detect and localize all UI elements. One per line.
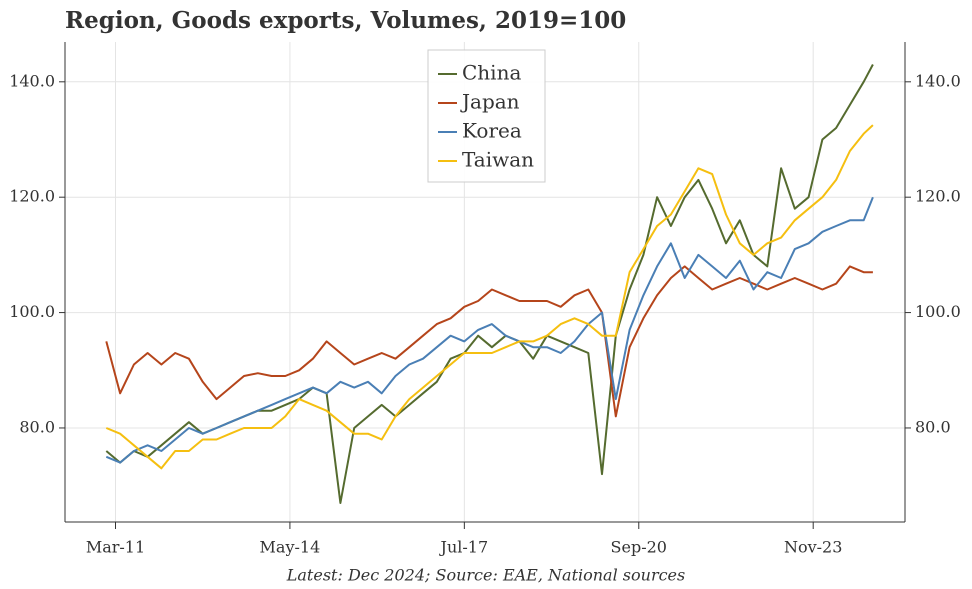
chart-title: Region, Goods exports, Volumes, 2019=100: [65, 7, 626, 34]
y-tick-label: 120.0: [9, 187, 55, 206]
y2-tick-label: 120.0: [915, 187, 961, 206]
series-line: [105, 196, 874, 464]
legend-label: China: [462, 61, 521, 85]
y-tick-label: 140.0: [9, 71, 55, 90]
y2-tick-label: 80.0: [915, 417, 951, 436]
x-tick-label: Mar-11: [86, 538, 145, 557]
x-tick-label: Nov-23: [784, 538, 842, 557]
series-line: [105, 265, 873, 418]
plot: [105, 64, 874, 504]
legend-label: Taiwan: [462, 148, 534, 172]
legend-label: Korea: [462, 119, 522, 143]
x-tick-label: May-14: [260, 538, 321, 557]
legend: China Japan Korea Taiwan: [427, 49, 546, 183]
legend-label: Japan: [460, 90, 520, 114]
y-tick-label: 80.0: [19, 417, 55, 436]
series-line: [105, 124, 874, 470]
y2-tick-label: 140.0: [915, 71, 961, 90]
y2-tick-label: 100.0: [915, 302, 961, 321]
x-tick-label: Sep-20: [611, 538, 667, 557]
x-tick-label: Jul-17: [439, 538, 489, 557]
source-note: Latest: Dec 2024; Source: EAE, National …: [286, 566, 685, 585]
axes: 80.0 80.0 100.0 100.0 120.0 120.0 140.0 140.0 Ma…: [9, 42, 961, 557]
y-tick-label: 100.0: [9, 302, 55, 321]
